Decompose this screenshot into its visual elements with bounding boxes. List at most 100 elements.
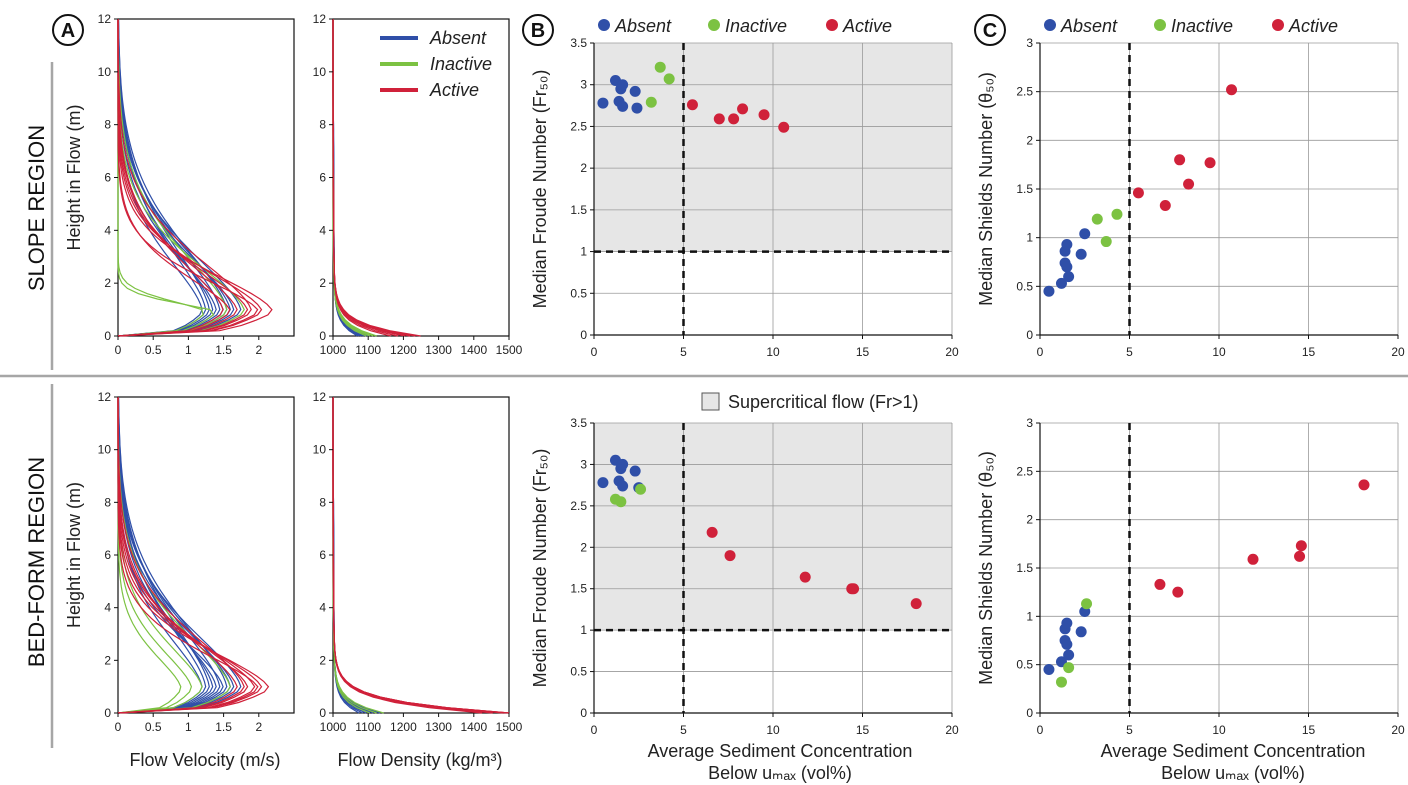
bedform-velocity-profile-absent: [117, 396, 235, 714]
bedform-shields-xtick-label: 0: [1037, 723, 1044, 737]
bedform-density-profile-inactive: [332, 397, 384, 714]
slope-density-ytick-label: 12: [313, 12, 327, 26]
bedform-shields-ytick-label: 2: [1026, 513, 1033, 527]
density-bottom-xlabel: Flow Density (kg/m³): [337, 750, 502, 770]
bedform-velocity-profile-absent: [117, 396, 228, 714]
slope-shields-ytick-label: 2.5: [1016, 85, 1033, 99]
bedform-froude-xtick-label: 0: [591, 723, 598, 737]
bedform-shields-point-absent: [1061, 617, 1073, 629]
bedform-density-ytick-label: 0: [319, 706, 326, 720]
slope-velocity-plot: 0 0.5 1 1.5 2 0 2 4 6 8 10 12 Height in Flow (m): [64, 12, 295, 357]
bedform-shields-point-absent: [1063, 649, 1075, 661]
slope-froude-point-absent: [617, 79, 629, 91]
slope-density-profile-absent: [332, 19, 370, 337]
panel-label-a: A: [52, 14, 84, 46]
slope-froude-point-active: [737, 103, 749, 115]
slope-froude-xtick-label: 0: [591, 345, 598, 359]
slope-shields-point-absent: [1079, 228, 1091, 240]
bedform-shields-xtick-label: 15: [1302, 723, 1316, 737]
bedform-froude-point-active: [706, 526, 718, 538]
bedform-velocity-xtick-label: 1: [185, 720, 192, 734]
slope-shields-point-absent: [1043, 285, 1055, 297]
bedform-density-profile-inactive: [332, 397, 377, 714]
slope-shields-ylabel: Median Shields Number (θ₅₀): [976, 72, 996, 306]
bedform-shields-point-inactive: [1081, 598, 1093, 610]
supercritical-legend-label: Supercritical flow (Fr>1): [728, 392, 919, 412]
bedform-shields-point-inactive: [1063, 662, 1075, 674]
bedform-shields-ylabel: Median Shields Number (θ₅₀): [976, 451, 996, 685]
slope-shields-ytick-label: 1.5: [1016, 182, 1033, 196]
bedform-shields-point-active: [1154, 578, 1166, 590]
slope-density-profile-active: [332, 19, 421, 337]
bedform-shields-point-active: [1294, 550, 1306, 562]
bedform-shields-xtick-label: 5: [1126, 723, 1133, 737]
slope-shields-ytick-label: 1: [1026, 231, 1033, 245]
bedform-shields-point-absent: [1061, 638, 1073, 650]
slope-shields-point-active: [1183, 178, 1195, 190]
slope-shields-xtick-label: 20: [1391, 345, 1405, 359]
bedform-velocity-xtick-label: 0.5: [145, 720, 162, 734]
slope-froude-point-active: [686, 99, 698, 111]
slope-shields-legend-label-active: Active: [1288, 16, 1338, 36]
region-label-bedform: BED-FORM REGION: [24, 457, 49, 667]
bedform-froude-ytick-label: 1.5: [570, 582, 587, 596]
bedform-density-profile-absent: [332, 397, 374, 714]
bedform-froude-point-active: [848, 583, 860, 595]
bedform-density-xtick-label: 1200: [390, 720, 417, 734]
bedform-shields-ytick-label: 0: [1026, 706, 1033, 720]
slope-froude-ytick-label: 0.5: [570, 286, 587, 300]
slope-density-profile-inactive: [332, 19, 367, 337]
panel-label-a-circle: [52, 14, 84, 46]
slope-shields-xtick-label: 15: [1302, 345, 1316, 359]
bedform-density-profile-absent: [332, 397, 377, 714]
slope-shields-point-absent: [1055, 277, 1067, 289]
bedform-density-ytick-label: 8: [319, 495, 326, 509]
slope-shields-point-active: [1174, 154, 1186, 166]
slope-froude-legend-marker-inactive: [708, 19, 720, 31]
slope-froude-point-absent: [617, 100, 629, 112]
slope-velocity-xtick-label: 0.5: [145, 343, 162, 357]
bedform-velocity-ytick-label: 2: [104, 653, 111, 667]
slope-density-ytick-label: 6: [319, 171, 326, 185]
slope-velocity-ytick-label: 4: [104, 223, 111, 237]
slope-shields-point-active: [1159, 200, 1171, 212]
slope-density-legend-label-active: Active: [429, 80, 479, 100]
slope-velocity-xtick-label: 1: [185, 343, 192, 357]
bedform-froude-ylabel: Median Froude Number (Fr₅₀): [530, 449, 550, 688]
slope-shields-xtick-label: 5: [1126, 345, 1133, 359]
slope-froude-ytick-label: 2: [580, 161, 587, 175]
slope-shields-ytick-label: 0: [1026, 328, 1033, 342]
velocity-bottom-xlabel: Flow Velocity (m/s): [129, 750, 280, 770]
slope-froude-xtick-label: 20: [945, 345, 959, 359]
slope-froude-plot: 0 5 10 15 20 0 0.5 1 1.5 2 2.5 3 3.5 Median Froude Nu…: [530, 16, 959, 359]
shields-bottom-xlabel-line2: Below uₘₐₓ (vol%): [1161, 763, 1305, 783]
shields-bottom-xlabel-line1: Average Sediment Concentration: [1101, 741, 1366, 761]
bedform-shields-ytick-label: 2.5: [1016, 464, 1033, 478]
bedform-froude-ytick-label: 2.5: [570, 499, 587, 513]
slope-froude-ytick-label: 2.5: [570, 119, 587, 133]
region-label-slope: SLOPE REGION: [24, 125, 49, 291]
slope-froude-ytick-label: 3: [580, 78, 587, 92]
bedform-velocity-xtick-label: 1.5: [215, 720, 232, 734]
slope-velocity-ytick-label: 8: [104, 118, 111, 132]
slope-density-profile-inactive: [332, 19, 374, 337]
bedform-froude-point-inactive: [615, 496, 627, 508]
slope-froude-legend-label-inactive: Inactive: [725, 16, 787, 36]
bedform-froude-ytick-label: 3: [580, 457, 587, 471]
bedform-density-xtick-label: 1500: [496, 720, 523, 734]
slope-froude-point-active: [713, 113, 725, 125]
slope-velocity-ytick-label: 12: [98, 12, 112, 26]
bedform-froude-point-active: [799, 571, 811, 583]
slope-velocity-ytick-label: 0: [104, 329, 111, 343]
bedform-velocity-ytick-label: 0: [104, 706, 111, 720]
bedform-froude-point-absent: [597, 477, 609, 489]
supercritical-legend-swatch: [701, 392, 720, 411]
slope-froude-xtick-label: 15: [856, 345, 870, 359]
slope-velocity-xtick-label: 1.5: [215, 343, 232, 357]
slope-velocity-ytick-label: 2: [104, 276, 111, 290]
froude-bottom-xlabel-line1: Average Sediment Concentration: [648, 741, 913, 761]
slope-density-xtick-label: 1300: [425, 343, 452, 357]
bedform-density-xtick-label: 1300: [425, 720, 452, 734]
slope-density-profile-absent: [332, 19, 362, 337]
